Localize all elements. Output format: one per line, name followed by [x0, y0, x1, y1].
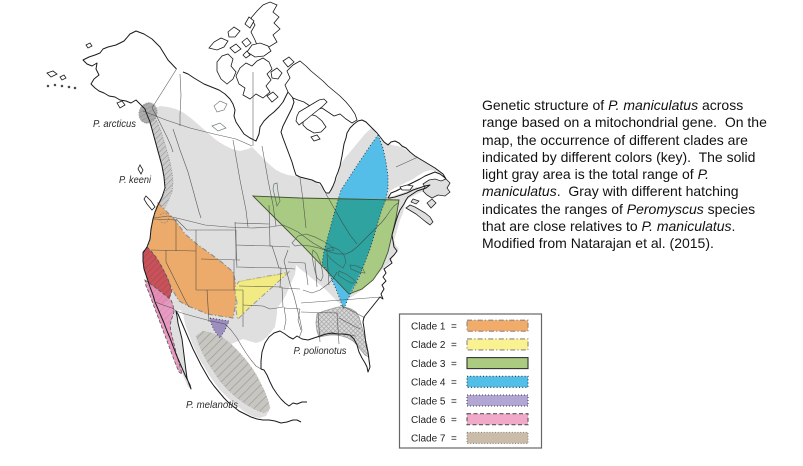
svg-text:=: =: [451, 359, 457, 370]
svg-text:=: =: [451, 396, 457, 407]
svg-text:Clade 2: Clade 2: [411, 340, 446, 351]
svg-text:=: =: [451, 434, 457, 445]
svg-text:P. arcticus: P. arcticus: [93, 118, 137, 130]
svg-text:Clade 1: Clade 1: [411, 322, 446, 333]
svg-text:Clade 3: Clade 3: [411, 359, 446, 370]
svg-text:=: =: [451, 322, 457, 333]
svg-text:P. polionotus: P. polionotus: [294, 345, 348, 357]
svg-text:=: =: [451, 340, 457, 351]
svg-text:P. keeni: P. keeni: [119, 174, 152, 186]
svg-text:=: =: [451, 415, 457, 426]
svg-text:P. melanotis: P. melanotis: [186, 399, 239, 411]
svg-text:Clade 5: Clade 5: [411, 396, 446, 407]
svg-text:Clade 4: Clade 4: [411, 378, 446, 389]
svg-text:=: =: [451, 378, 457, 389]
svg-text:Clade 6: Clade 6: [411, 415, 446, 426]
svg-text:Clade 7: Clade 7: [411, 434, 446, 445]
